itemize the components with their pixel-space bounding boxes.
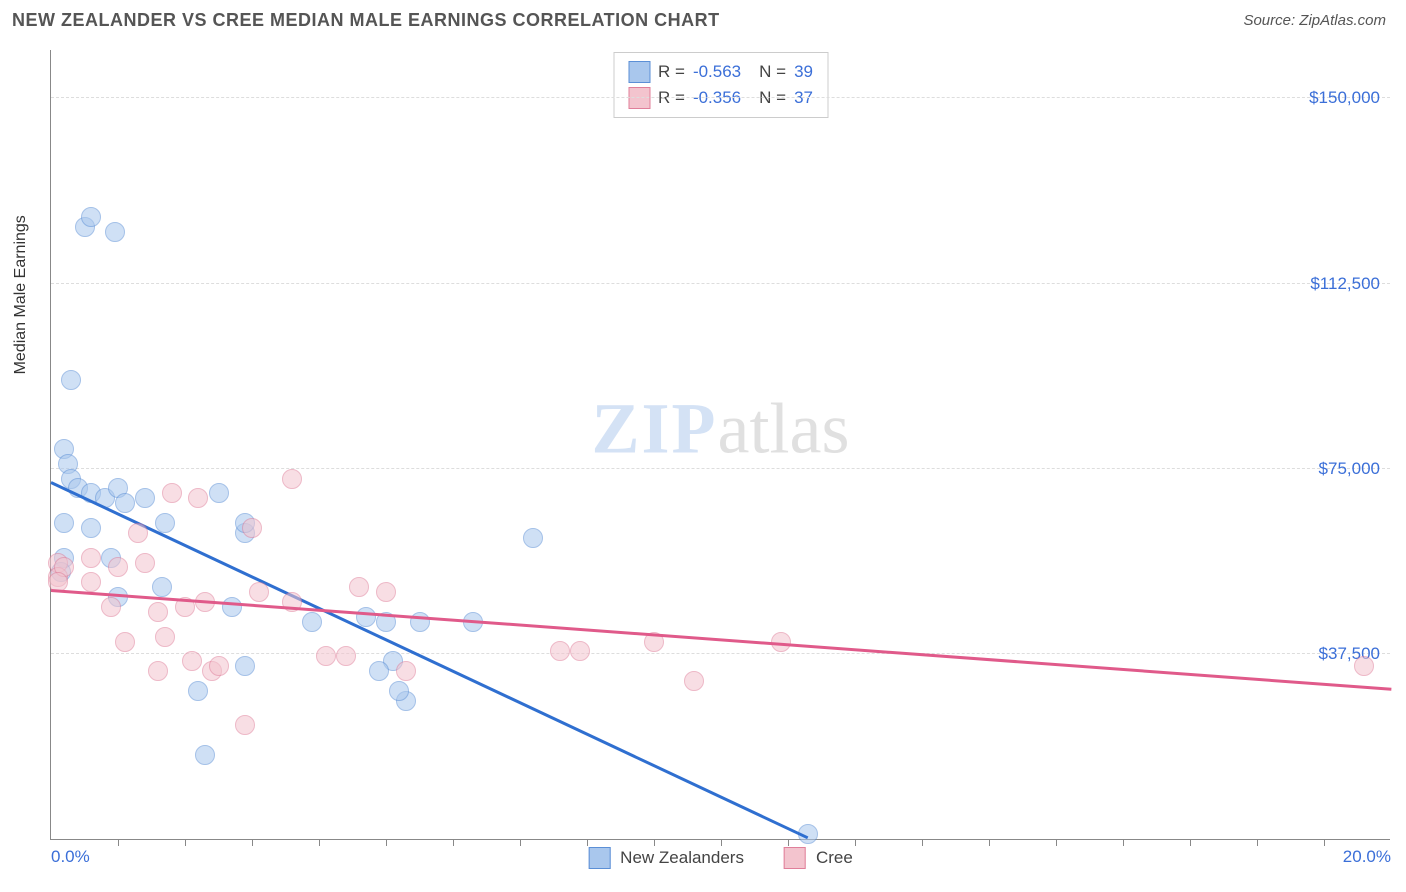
chart-header: NEW ZEALANDER VS CREE MEDIAN MALE EARNIN… xyxy=(0,0,1406,41)
legend-series-name: New Zealanders xyxy=(620,848,744,868)
legend-item: Cree xyxy=(784,847,853,869)
swatch-icon xyxy=(784,847,806,869)
x-tick xyxy=(185,839,186,846)
data-point xyxy=(152,577,172,597)
y-axis-label: Median Male Earnings xyxy=(12,215,30,374)
data-point xyxy=(81,207,101,227)
data-point xyxy=(148,602,168,622)
data-point xyxy=(523,528,543,548)
data-point xyxy=(128,523,148,543)
correlation-legend: R = -0.563N = 39R = -0.356N = 37 xyxy=(613,52,828,118)
swatch-icon xyxy=(588,847,610,869)
x-tick xyxy=(989,839,990,846)
x-tick xyxy=(453,839,454,846)
data-point xyxy=(188,488,208,508)
data-point xyxy=(81,572,101,592)
data-point xyxy=(209,656,229,676)
data-point xyxy=(336,646,356,666)
gridline xyxy=(51,653,1390,654)
x-tick xyxy=(1257,839,1258,846)
data-point xyxy=(369,661,389,681)
x-tick xyxy=(721,839,722,846)
x-tick xyxy=(1324,839,1325,846)
data-point xyxy=(242,518,262,538)
x-tick xyxy=(855,839,856,846)
y-tick-label: $150,000 xyxy=(1309,88,1380,108)
data-point xyxy=(148,661,168,681)
chart-container: Median Male Earnings ZIPatlas R = -0.563… xyxy=(50,50,1390,870)
x-tick xyxy=(654,839,655,846)
data-point xyxy=(282,469,302,489)
x-tick xyxy=(788,839,789,846)
x-tick xyxy=(319,839,320,846)
data-point xyxy=(222,597,242,617)
data-point xyxy=(61,370,81,390)
data-point xyxy=(356,607,376,627)
data-point xyxy=(81,518,101,538)
x-tick xyxy=(587,839,588,846)
data-point xyxy=(389,681,409,701)
y-tick-label: $112,500 xyxy=(1310,274,1380,294)
source-attribution: Source: ZipAtlas.com xyxy=(1243,12,1386,29)
legend-series-name: Cree xyxy=(816,848,853,868)
swatch-icon xyxy=(628,61,650,83)
data-point xyxy=(209,483,229,503)
x-tick-label: 0.0% xyxy=(51,847,90,867)
trend-line xyxy=(51,589,1391,691)
data-point xyxy=(684,671,704,691)
data-point xyxy=(188,681,208,701)
data-point xyxy=(349,577,369,597)
x-tick xyxy=(1123,839,1124,846)
data-point xyxy=(115,493,135,513)
data-point xyxy=(81,548,101,568)
x-tick xyxy=(1190,839,1191,846)
data-point xyxy=(108,557,128,577)
legend-r-value: -0.563 xyxy=(693,62,741,82)
data-point xyxy=(302,612,322,632)
data-point xyxy=(235,656,255,676)
gridline xyxy=(51,283,1390,284)
series-legend: New Zealanders Cree xyxy=(588,847,853,869)
data-point xyxy=(105,222,125,242)
data-point xyxy=(550,641,570,661)
data-point xyxy=(155,627,175,647)
data-point xyxy=(249,582,269,602)
gridline xyxy=(51,97,1390,98)
x-tick xyxy=(118,839,119,846)
legend-item: New Zealanders xyxy=(588,847,744,869)
data-point xyxy=(195,745,215,765)
legend-r-label: R = xyxy=(658,62,685,82)
gridline xyxy=(51,468,1390,469)
legend-n-value: 39 xyxy=(794,62,813,82)
data-point xyxy=(376,582,396,602)
data-point xyxy=(396,661,416,681)
data-point xyxy=(135,488,155,508)
data-point xyxy=(182,651,202,671)
x-tick xyxy=(520,839,521,846)
data-point xyxy=(54,513,74,533)
chart-title: NEW ZEALANDER VS CREE MEDIAN MALE EARNIN… xyxy=(12,10,720,31)
data-point xyxy=(115,632,135,652)
x-tick xyxy=(922,839,923,846)
x-tick xyxy=(1056,839,1057,846)
data-point xyxy=(1354,656,1374,676)
x-tick xyxy=(386,839,387,846)
watermark-zip: ZIP xyxy=(592,388,718,468)
legend-row: R = -0.563 N = 39 xyxy=(628,59,813,85)
data-point xyxy=(235,715,255,735)
x-tick xyxy=(252,839,253,846)
data-point xyxy=(155,513,175,533)
data-point xyxy=(570,641,590,661)
data-point xyxy=(316,646,336,666)
legend-n-label: N = xyxy=(759,62,786,82)
trend-line xyxy=(50,481,808,839)
watermark: ZIPatlas xyxy=(592,387,850,470)
data-point xyxy=(101,597,121,617)
data-point xyxy=(135,553,155,573)
data-point xyxy=(162,483,182,503)
y-tick-label: $75,000 xyxy=(1319,459,1380,479)
plot-area: Median Male Earnings ZIPatlas R = -0.563… xyxy=(50,50,1390,840)
x-tick-label: 20.0% xyxy=(1343,847,1391,867)
watermark-atlas: atlas xyxy=(718,388,850,468)
